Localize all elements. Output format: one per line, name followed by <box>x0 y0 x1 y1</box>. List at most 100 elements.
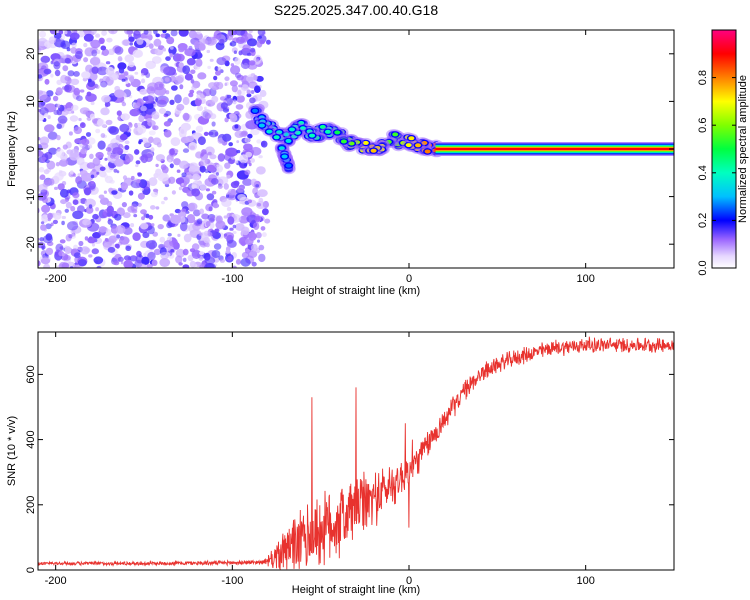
noise-blob <box>211 95 219 103</box>
noise-blob <box>211 250 221 258</box>
noise-blob <box>60 40 71 50</box>
noise-blob <box>112 147 124 156</box>
noise-blob <box>96 49 101 55</box>
noise-blob <box>100 133 106 138</box>
ridge-core <box>415 143 421 148</box>
noise-blob <box>108 30 118 35</box>
noise-blob <box>95 33 101 38</box>
noise-blob <box>253 85 261 93</box>
noise-blob <box>107 219 114 225</box>
snr-x-tick-label: 0 <box>406 575 412 587</box>
noise-blob <box>171 190 176 195</box>
noise-blob <box>52 219 59 225</box>
noise-blob <box>121 102 127 107</box>
noise-blob <box>251 261 257 267</box>
noise-blob <box>96 265 102 268</box>
noise-blob <box>199 151 209 161</box>
noise-blob <box>48 36 56 44</box>
noise-blob <box>42 235 54 244</box>
ridge-core <box>392 132 399 137</box>
noise-blob <box>170 137 181 147</box>
noise-blob <box>46 90 54 97</box>
noise-blob <box>113 261 120 266</box>
noise-blob <box>162 214 170 222</box>
noise-blob <box>48 147 58 155</box>
noise-blob <box>199 251 205 256</box>
noise-blob <box>47 212 53 220</box>
carrier-line <box>435 142 674 156</box>
noise-blob <box>181 182 184 186</box>
noise-blob <box>73 87 81 96</box>
noise-blob <box>189 145 195 150</box>
noise-blob <box>38 90 48 100</box>
spectrogram-x-tick-label: -100 <box>221 273 243 285</box>
noise-blob <box>76 157 85 166</box>
noise-blob <box>199 165 206 173</box>
snr-marks <box>38 336 674 570</box>
noise-blob <box>82 218 91 226</box>
noise-blob <box>56 108 63 116</box>
noise-blob <box>105 66 115 76</box>
noise-blob <box>69 32 80 41</box>
ridge-core <box>306 129 313 134</box>
noise-blob <box>213 75 218 81</box>
noise-blob <box>67 261 76 268</box>
noise-blob <box>221 199 232 207</box>
noise-blob <box>259 40 266 45</box>
noise-blob <box>234 57 241 65</box>
noise-blob <box>169 148 175 156</box>
noise-blob <box>91 49 98 57</box>
noise-blob <box>166 36 175 45</box>
noise-blob <box>226 206 232 212</box>
noise-blob <box>89 153 94 159</box>
noise-blob <box>146 102 154 110</box>
noise-blob <box>123 255 131 261</box>
noise-blob <box>134 122 139 128</box>
noise-blob <box>170 249 175 253</box>
noise-blob <box>130 223 135 228</box>
noise-blob <box>153 103 157 108</box>
noise-blob <box>75 50 83 60</box>
ridge-core <box>385 139 392 144</box>
noise-blob <box>146 263 153 268</box>
noise-blob <box>145 213 150 219</box>
noise-blob <box>136 37 144 45</box>
noise-blob <box>56 123 62 130</box>
colorbar-ticks: 0.0 0.2 0.4 0.6 0.8 <box>697 70 736 276</box>
noise-blob <box>114 46 124 55</box>
noise-blob <box>44 78 50 85</box>
noise-blob <box>125 80 129 85</box>
noise-blob <box>132 232 141 242</box>
noise-blob <box>75 176 82 185</box>
noise-blob <box>184 48 196 57</box>
noise-blob <box>257 239 260 243</box>
noise-blob <box>215 172 219 176</box>
noise-blob <box>88 254 93 258</box>
noise-blob <box>103 190 107 194</box>
noise-blob <box>122 212 131 219</box>
noise-blob <box>236 95 245 103</box>
noise-blob <box>137 124 147 134</box>
noise-blob <box>101 48 109 57</box>
noise-blob <box>191 184 197 190</box>
noise-blob <box>179 84 184 90</box>
noise-blob <box>121 39 131 46</box>
noise-blob <box>163 66 176 76</box>
noise-blob <box>62 65 69 72</box>
noise-blob <box>199 208 205 215</box>
noise-blob <box>264 218 271 224</box>
noise-blob <box>194 97 202 107</box>
snr-x-tick-label: -200 <box>45 575 67 587</box>
noise-blob <box>229 80 238 87</box>
ridge-core <box>281 154 288 159</box>
noise-blob <box>258 155 263 159</box>
noise-blob <box>182 264 190 268</box>
noise-blob <box>129 76 135 83</box>
noise-blob <box>211 215 215 219</box>
noise-blob <box>227 188 236 196</box>
noise-blob <box>240 257 251 267</box>
noise-blob <box>140 222 149 230</box>
noise-blob <box>141 78 146 84</box>
